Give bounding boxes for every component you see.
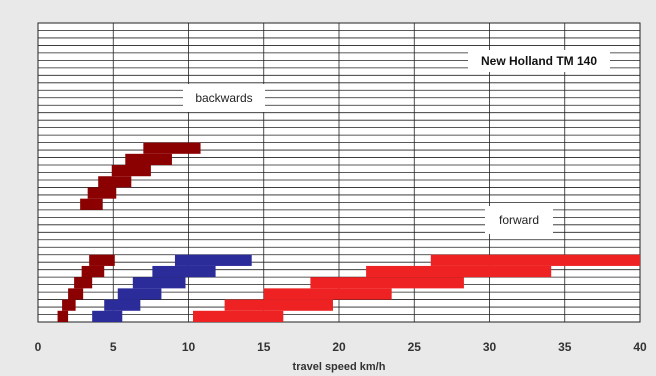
x-tick-label: 25 bbox=[408, 340, 422, 354]
forward_low-gear-bar bbox=[62, 299, 76, 311]
forward_low-gear-bar bbox=[81, 265, 105, 278]
forward_mid-gear-bar bbox=[174, 254, 252, 266]
backwards-gear-bar bbox=[98, 176, 132, 188]
backwards-label: backwards bbox=[195, 91, 252, 105]
forward-label-box bbox=[485, 206, 553, 234]
forward_high-gear-bar bbox=[366, 265, 552, 278]
x-tick-label: 35 bbox=[558, 340, 572, 354]
x-tick-label: 10 bbox=[182, 340, 196, 354]
forward_high-gear-bar bbox=[430, 254, 640, 266]
title-box bbox=[468, 50, 610, 72]
forward_low-gear-bar bbox=[89, 254, 115, 266]
forward_low-gear-bar bbox=[74, 277, 93, 289]
chart-title: New Holland TM 140 bbox=[481, 54, 597, 68]
plot-border bbox=[37, 22, 641, 323]
forward_high-gear-bar bbox=[224, 299, 333, 311]
forward_mid-gear-bar bbox=[104, 299, 141, 311]
forward-label: forward bbox=[499, 213, 539, 227]
backwards-label-box bbox=[183, 84, 265, 112]
x-tick-label: 30 bbox=[483, 340, 497, 354]
forward_mid-gear-bar bbox=[92, 310, 123, 322]
backwards-gear-bar bbox=[80, 198, 103, 210]
backwards-gear-bar bbox=[111, 165, 151, 177]
x-tick-label: 0 bbox=[35, 340, 42, 354]
x-axis-label: travel speed km/h bbox=[293, 361, 386, 373]
bars bbox=[57, 142, 640, 322]
x-tick-label: 40 bbox=[633, 340, 647, 354]
forward_low-gear-bar bbox=[57, 310, 69, 322]
forward_high-gear-bar bbox=[193, 310, 284, 322]
forward_mid-gear-bar bbox=[117, 288, 162, 300]
forward_mid-gear-bar bbox=[132, 277, 186, 289]
x-tick-labels: 0 5 10 15 20 25 30 35 40 bbox=[35, 340, 647, 354]
x-tick-label: 5 bbox=[110, 340, 117, 354]
forward_mid-gear-bar bbox=[152, 265, 216, 278]
forward_high-gear-bar bbox=[310, 277, 464, 289]
backwards-gear-bar bbox=[87, 187, 117, 199]
forward_high-gear-bar bbox=[263, 288, 392, 300]
backwards-gear-bar bbox=[125, 153, 172, 166]
x-tick-label: 15 bbox=[257, 340, 271, 354]
forward_low-gear-bar bbox=[68, 288, 84, 300]
x-tick-label: 20 bbox=[332, 340, 346, 354]
backwards-gear-bar bbox=[143, 142, 201, 154]
